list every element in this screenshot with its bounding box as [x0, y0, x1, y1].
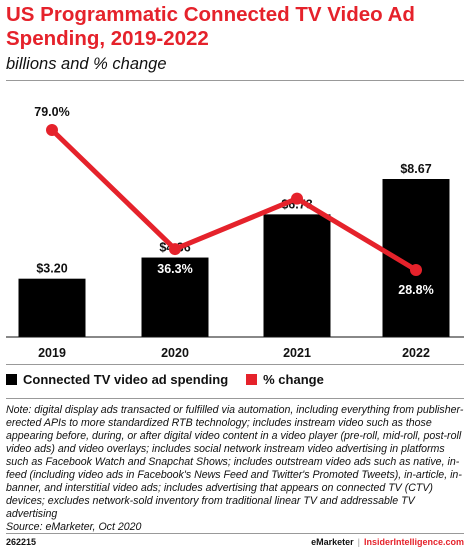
brand-emarketer: eMarketer — [311, 537, 354, 547]
legend-item-line: % change — [246, 372, 324, 387]
legend-item-bar: Connected TV video ad spending — [6, 372, 228, 387]
brand: eMarketer | InsiderIntelligence.com — [311, 537, 464, 547]
line-series-percent-change — [49, 127, 419, 273]
bar-2019 — [18, 278, 86, 337]
note-divider — [6, 398, 464, 399]
legend-label-bar: Connected TV video ad spending — [23, 372, 229, 387]
legend-swatch-line — [246, 374, 258, 385]
x-tick-label-2020: 2020 — [161, 346, 189, 360]
line-point-2019 — [46, 124, 58, 136]
line-point-2021 — [291, 192, 303, 205]
x-tick-label-2022: 2022 — [402, 346, 430, 360]
x-tick-label-2019: 2019 — [38, 346, 66, 360]
line-label-2019: 79.0% — [34, 105, 69, 119]
legend-label-line: % change — [263, 372, 324, 387]
footer-divider — [6, 533, 464, 534]
line-label-2021: 54.4% — [279, 174, 314, 188]
chart-area: $3.20$4.36$6.73$8.67201920202021202279.0… — [6, 105, 464, 360]
chart-id: 262215 — [6, 537, 37, 547]
brand-insider: InsiderIntelligence.com — [363, 537, 464, 547]
line-point-2020 — [169, 243, 181, 256]
note-block: Note: digital display ads transacted or … — [6, 404, 464, 534]
line-point-2022 — [410, 264, 422, 276]
note-text: Note: digital display ads transacted or … — [6, 404, 464, 520]
bar-2021 — [263, 214, 331, 337]
brand-separator: | — [357, 537, 360, 547]
bar-2020 — [141, 257, 209, 337]
top-divider — [6, 80, 464, 81]
bar-label-2022: $8.67 — [400, 162, 431, 176]
line-label-2022: 28.8% — [398, 283, 433, 297]
legend: Connected TV video ad spending % change — [6, 372, 342, 387]
chart-title: US Programmatic Connected TV Video Ad Sp… — [6, 3, 415, 50]
chart-subtitle: billions and % change — [6, 55, 167, 73]
footer: 262215 eMarketer | InsiderIntelligence.com — [6, 537, 464, 547]
line-label-2020: 36.3% — [157, 262, 192, 276]
source-text: Source: eMarketer, Oct 2020 — [6, 521, 142, 533]
bar-label-2019: $3.20 — [36, 262, 67, 276]
x-tick-label-2021: 2021 — [283, 346, 311, 360]
legend-divider — [6, 364, 464, 365]
legend-swatch-bar — [6, 374, 17, 385]
